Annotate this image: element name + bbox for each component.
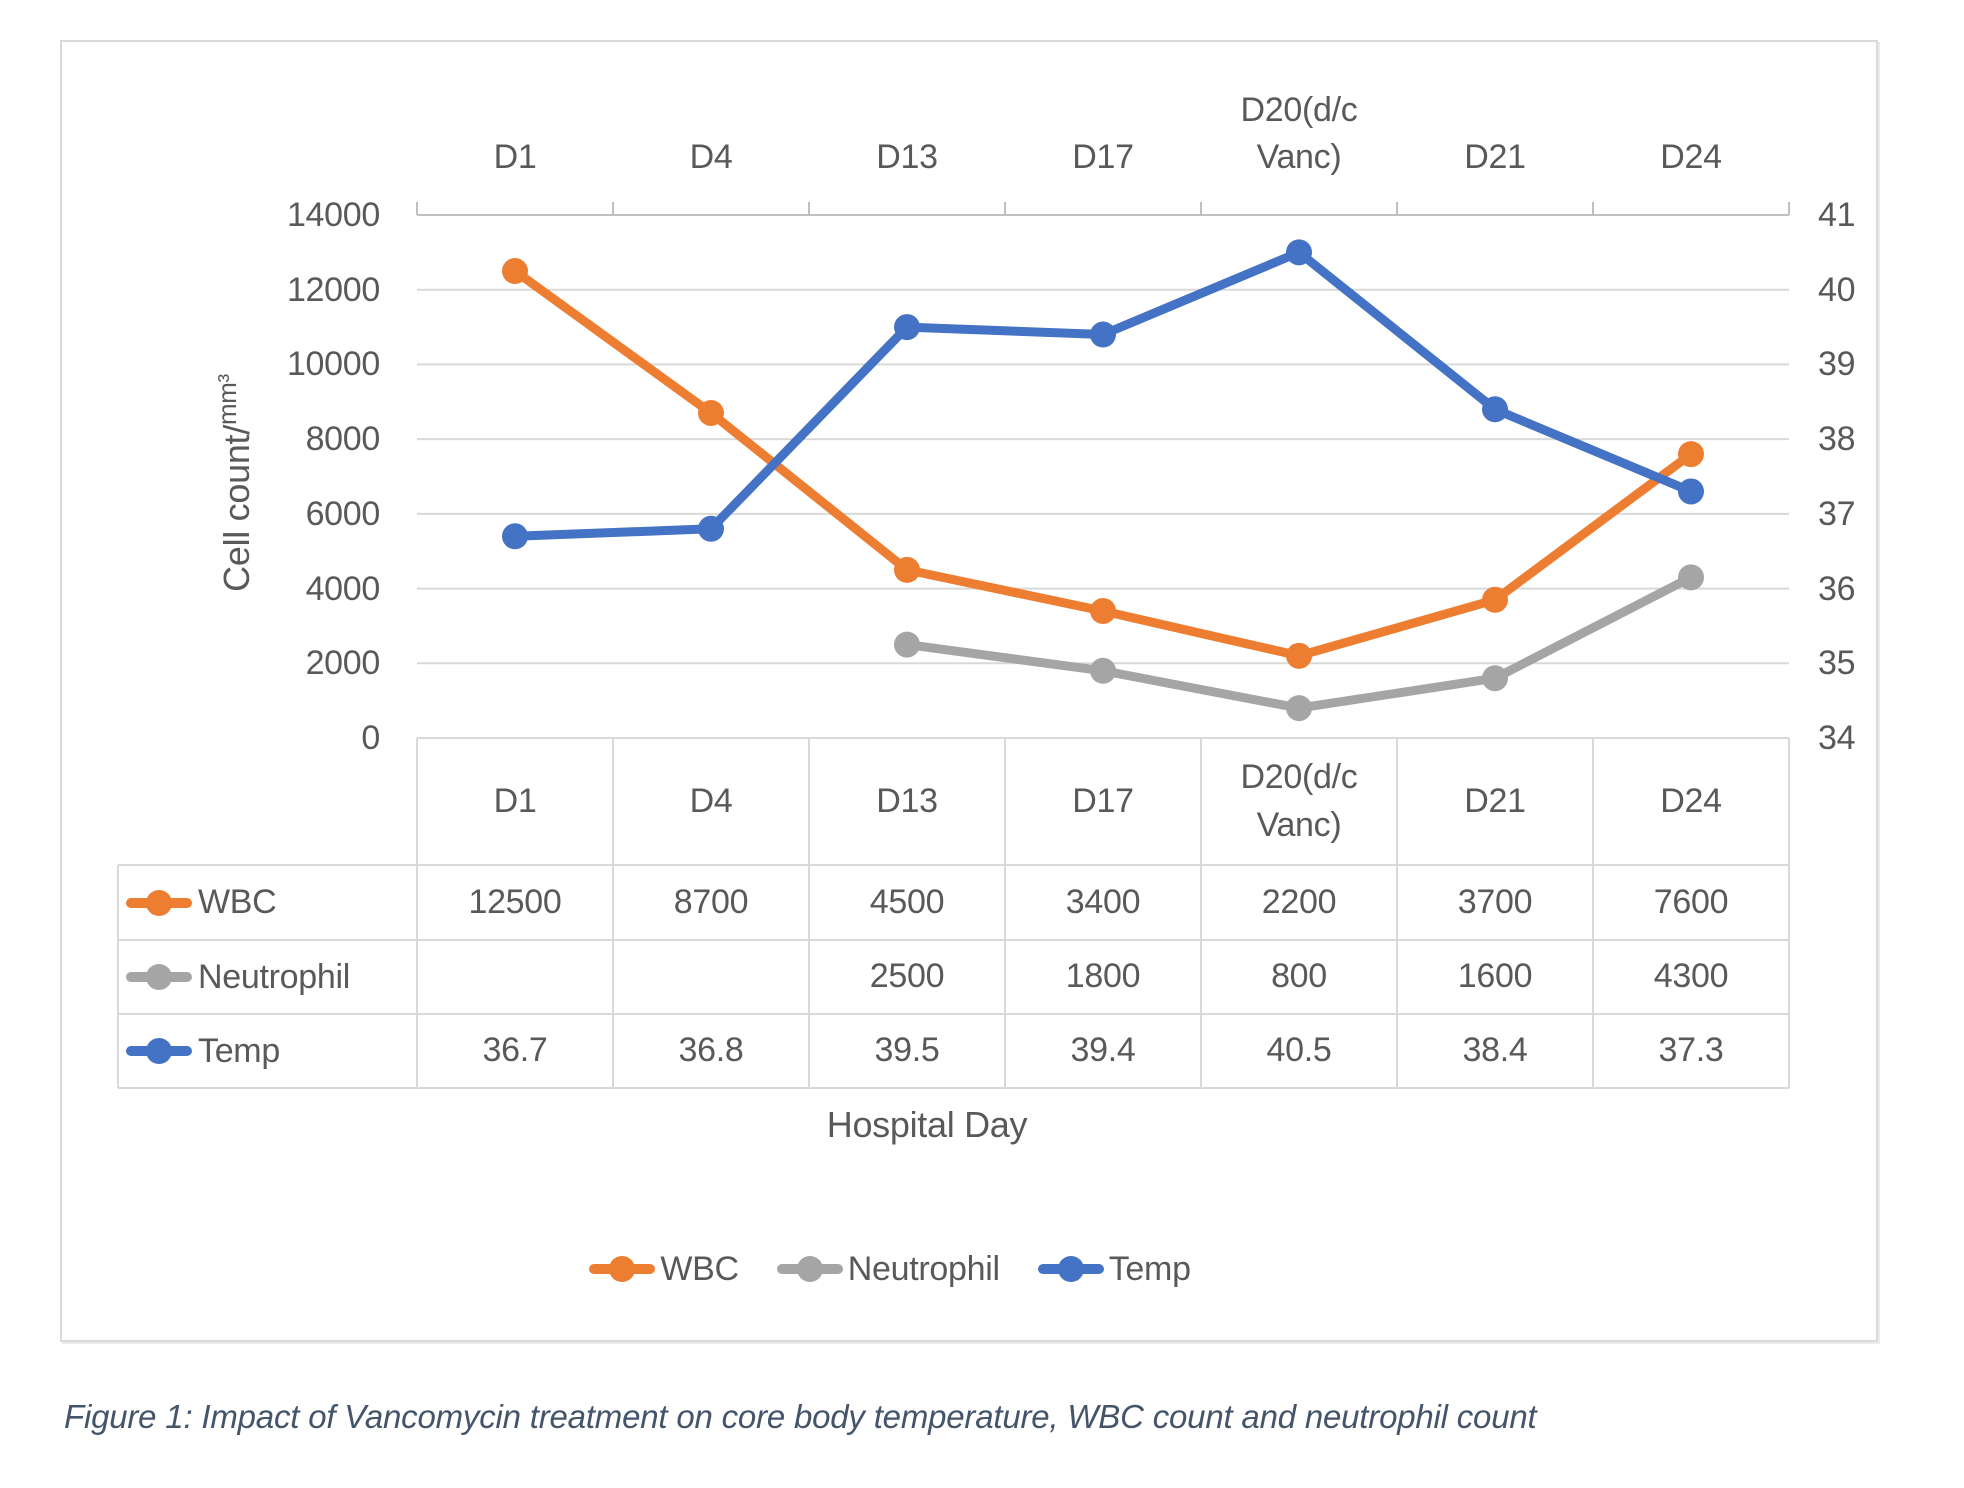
- y-axis-title: Cell count/mm³: [214, 374, 258, 592]
- category-label: D1: [493, 138, 537, 177]
- left-axis-tick-label: 10000: [286, 345, 380, 384]
- table-value-cell: 39.5: [874, 1031, 940, 1070]
- legend-label: WBC: [660, 1249, 739, 1288]
- left-axis-tick-label: 6000: [305, 494, 381, 533]
- table-series-name-cell: WBC: [126, 865, 414, 940]
- table-value-cell: 1600: [1457, 957, 1533, 996]
- table-value-cell: 3700: [1457, 882, 1533, 921]
- legend-marker-icon: [1037, 1264, 1104, 1274]
- table-value-cell: [420, 943, 610, 1011]
- table-series-name-cell: Temp: [126, 1014, 414, 1088]
- right-axis-tick-label: 34: [1818, 719, 1856, 757]
- left-axis-tick-label: 2000: [305, 644, 381, 683]
- series-marker-icon: [126, 1046, 192, 1056]
- y-axis-title-text: Cell count/: [216, 425, 257, 592]
- table-value-cell: 800: [1271, 957, 1327, 996]
- legend-label: Temp: [1108, 1249, 1191, 1288]
- right-axis-tick-label: 38: [1818, 420, 1856, 459]
- legend-item-wbc: WBC: [589, 1249, 739, 1289]
- table-value-cell: 39.4: [1070, 1031, 1136, 1070]
- table-header-cell: D17: [1072, 781, 1134, 820]
- right-axis-tick-label: 37: [1818, 494, 1856, 533]
- category-label: D13: [876, 138, 938, 177]
- figure-caption: Figure 1: Impact of Vancomycin treatment…: [64, 1398, 1537, 1435]
- table-header-cell: D24: [1660, 781, 1722, 820]
- left-axis-tick-label: 0: [361, 719, 380, 757]
- category-label: D17: [1072, 138, 1134, 177]
- right-axis-tick-label: 35: [1818, 644, 1856, 683]
- x-axis-title: Hospital Day: [826, 1104, 1028, 1145]
- right-axis-tick-label: 40: [1818, 270, 1856, 309]
- left-axis-tick-label: 14000: [286, 196, 380, 234]
- series-name-label: WBC: [198, 883, 277, 921]
- series-name-label: Neutrophil: [198, 957, 350, 996]
- legend-item-neutrophil: Neutrophil: [776, 1249, 1000, 1289]
- table-value-cell: 3400: [1065, 882, 1141, 921]
- table-value-cell: 2500: [869, 957, 945, 996]
- category-label: D24: [1660, 138, 1722, 177]
- table-header-cell: D1: [493, 781, 537, 820]
- table-value-cell: 36.8: [678, 1031, 744, 1070]
- table-header-cell: D20(d/c Vanc): [1240, 757, 1358, 844]
- legend-item-temp: Temp: [1037, 1249, 1191, 1289]
- category-label: D20(d/c Vanc): [1240, 90, 1358, 177]
- table-header-cell: D21: [1464, 781, 1526, 820]
- category-label: D21: [1464, 138, 1526, 177]
- category-label: D4: [689, 138, 733, 177]
- table-header-cell: D13: [876, 781, 938, 820]
- table-value-cell: 1800: [1065, 957, 1141, 996]
- left-axis-tick-label: 12000: [286, 270, 380, 309]
- right-axis-tick-label: 41: [1818, 196, 1856, 234]
- table-value-cell: 8700: [673, 882, 749, 921]
- table-value-cell: 12500: [468, 882, 562, 921]
- table-value-cell: 7600: [1653, 882, 1729, 921]
- table-value-cell: 4500: [869, 882, 945, 921]
- left-axis-tick-label: 8000: [305, 420, 381, 459]
- right-axis-tick-label: 36: [1818, 569, 1856, 608]
- series-marker-icon: [126, 972, 192, 982]
- table-header-cell: D4: [689, 781, 733, 820]
- legend-label: Neutrophil: [847, 1249, 1000, 1288]
- y-axis-title-superscript: mm³: [214, 374, 242, 426]
- right-axis-tick-label: 39: [1818, 345, 1856, 384]
- table-series-name-cell: Neutrophil: [126, 940, 414, 1014]
- left-axis-tick-label: 4000: [305, 569, 381, 608]
- table-value-cell: 40.5: [1266, 1031, 1332, 1070]
- legend-marker-icon: [776, 1264, 843, 1274]
- series-marker-icon: [126, 897, 192, 908]
- table-value-cell: 36.7: [482, 1031, 548, 1070]
- table-value-cell: 4300: [1653, 957, 1729, 996]
- table-value-cell: 38.4: [1462, 1031, 1528, 1070]
- table-value-cell: 2200: [1261, 882, 1337, 921]
- table-value-cell: [616, 943, 806, 1011]
- chart-legend: WBC Neutrophil Temp: [480, 1242, 1300, 1296]
- series-name-label: Temp: [198, 1031, 280, 1070]
- table-value-cell: 37.3: [1658, 1031, 1724, 1070]
- legend-marker-icon: [589, 1264, 656, 1274]
